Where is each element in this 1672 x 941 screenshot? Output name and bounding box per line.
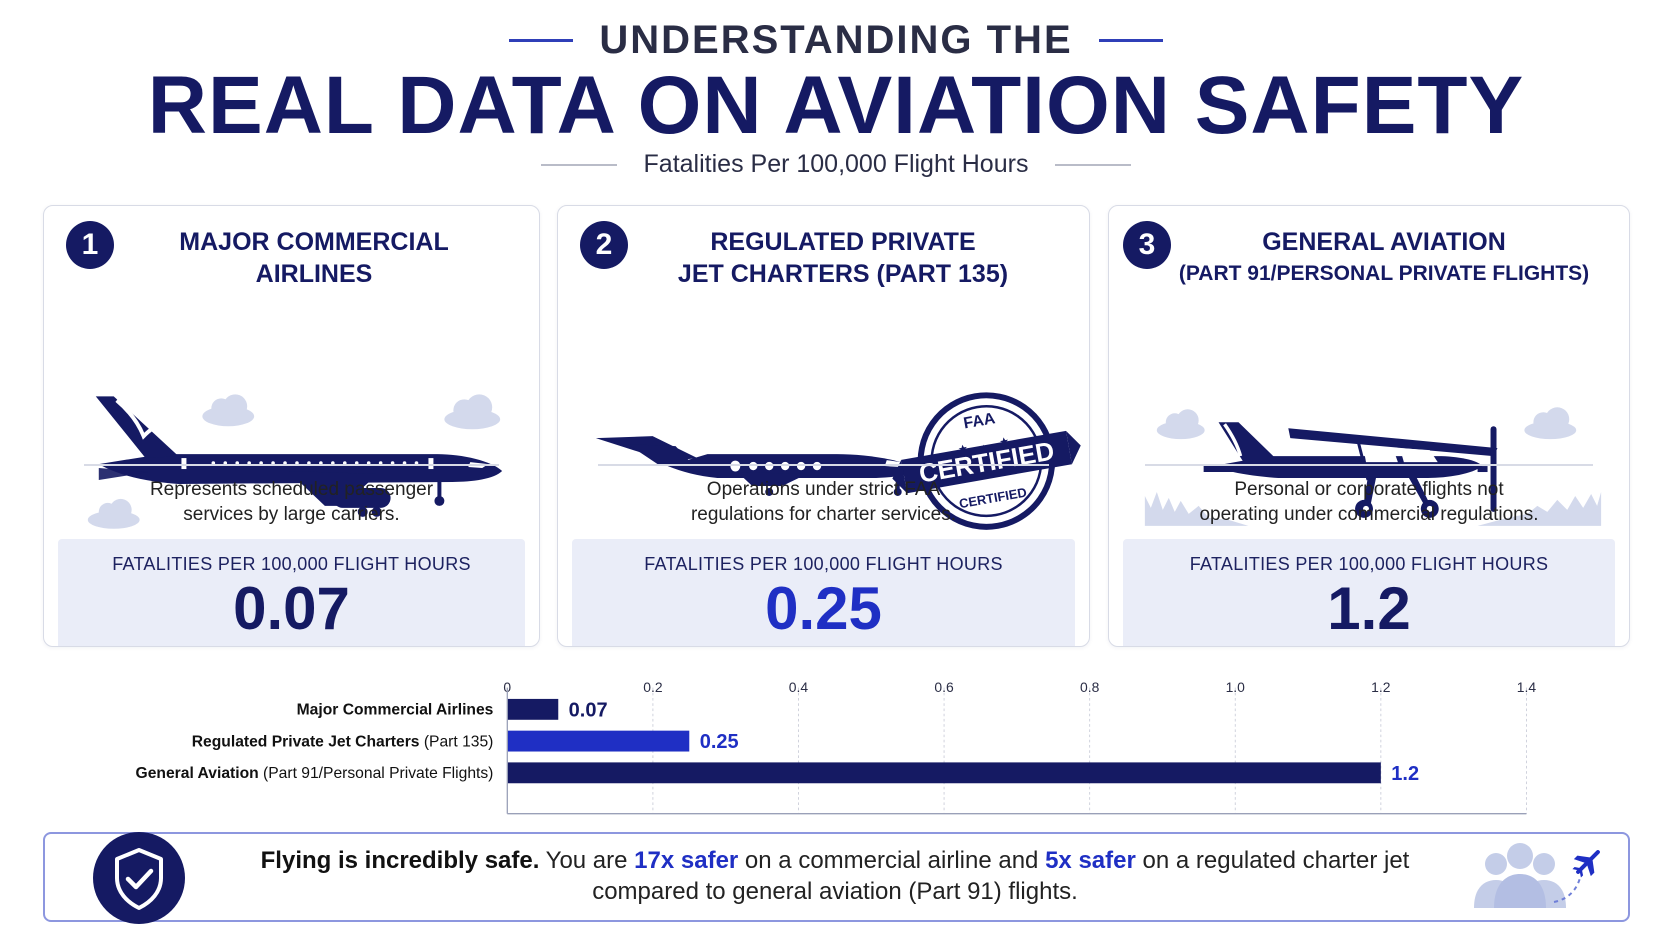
card-title: GENERAL AVIATION (PART 91/PERSONAL PRIVA… [1149,226,1619,290]
chart-gridlines [652,687,1527,814]
page-title: REAL DATA ON AVIATION SAFETY [147,60,1525,151]
metric-value: 0.07 [233,575,350,642]
card-divider [1145,464,1593,466]
value-label: 1.2 [1391,763,1419,785]
metric-panel: FATALITIES PER 100,000 FLIGHT HOURS 1.2 [1123,539,1615,646]
card-description-line2: regulations for charter services. [690,504,957,525]
bar [507,762,1381,784]
card-private-jet-charters: 2 REGULATED PRIVATE JET CHARTERS (PART 1… [557,205,1090,647]
subtitle-row: Fatalities Per 100,000 Flight Hours [0,150,1672,179]
chart-bars [507,698,1381,784]
card-title: REGULATED PRIVATE JET CHARTERS (PART 135… [628,226,1058,290]
summary-text-2: on a commercial airline and [738,847,1046,874]
private-jet-icon: FAA CERTIFIED CERTIFIED [595,392,1081,530]
card-description-line1: Operations under strict FAA [706,479,941,500]
tick-label: 1.2 [1371,679,1391,695]
page-subtitle: Fatalities Per 100,000 Flight Hours [643,150,1029,178]
card-description: Personal or corporate flights not operat… [1109,477,1629,527]
header-kicker-row: UNDERSTANDING THE [0,18,1672,63]
header-kicker: UNDERSTANDING THE [599,18,1073,62]
summary-text: Flying is incredibly safe. You are 17x s… [215,845,1455,907]
tick-label: 0.2 [643,679,663,695]
card-commercial-airlines: 1 MAJOR COMMERCIAL AIRLINES [43,205,540,647]
kicker-rule-left [508,39,573,42]
bar [507,698,559,720]
landscape-icon [1144,407,1602,526]
card-title-line1: MAJOR COMMERCIAL [179,228,449,256]
summary-line1: Flying is incredibly safe. You are 17x s… [215,845,1455,876]
kicker-rule-right [1099,39,1164,42]
category-label: Regulated Private Jet Charters (Part 135… [192,733,494,750]
stamp-top-text: FAA [962,410,997,432]
highlight-17x: 17x safer [634,847,739,874]
airliner-icon [87,394,503,529]
chart-category-labels: Major Commercial Airlines Regulated Priva… [136,702,494,782]
airplane-icon [1572,850,1600,878]
metric-label: FATALITIES PER 100,000 FLIGHT HOURS [1189,554,1549,574]
card-number-badge: 2 [580,221,628,269]
chart-value-labels: 0.07 0.25 1.2 [569,699,1419,784]
card-title: MAJOR COMMERCIAL AIRLINES [104,226,524,290]
metric-label: FATALITIES PER 100,000 FLIGHT HOURS [644,554,1003,574]
propeller-plane-icon [1144,407,1602,526]
fatality-bar-chart: 0 0.2 0.4 0.6 0.8 1.0 1.2 1.4 Major Commercial … [136,679,1536,815]
category-label: Major Commercial Airlines [297,702,494,719]
card-description-line1: Represents scheduled passenger [149,479,434,500]
tick-label: 1.4 [1517,679,1537,695]
metric-label: FATALITIES PER 100,000 FLIGHT HOURS [112,554,471,574]
metric-panel: FATALITIES PER 100,000 FLIGHT HOURS 0.07 [58,539,525,646]
card-description-line2: operating under commercial regulations. [1199,504,1539,525]
card-title-line1: REGULATED PRIVATE [710,228,976,256]
tick-label: 0 [503,679,511,695]
cloud-icon [87,394,501,529]
tick-label: 1.0 [1226,679,1246,695]
summary-text-3: on a regulated charter jet [1135,847,1410,874]
value-label: 0.25 [700,731,739,753]
metric-value: 1.2 [1327,575,1411,642]
metric-value: 0.25 [765,575,882,642]
card-divider [598,464,1049,466]
card-description: Operations under strict FAA regulations … [558,477,1089,527]
card-description: Represents scheduled passenger services … [44,477,539,527]
card-general-aviation: 3 GENERAL AVIATION (PART 91/PERSONAL PRI… [1108,205,1630,647]
category-label: General Aviation (Part 91/Personal Priva… [136,765,494,782]
people-icon [1474,843,1600,908]
metric-panel: FATALITIES PER 100,000 FLIGHT HOURS 0.25 [572,539,1075,646]
summary-line2: compared to general aviation (Part 91) f… [592,878,1078,905]
summary-lead: Flying is incredibly safe. [260,847,540,874]
card-title-line2: AIRLINES [255,260,373,288]
card-title-line1: GENERAL AVIATION [1262,228,1506,256]
card-description-line1: Personal or corporate flights not [1234,479,1504,500]
value-label: 0.07 [569,699,608,721]
subtitle-rule-left [541,163,618,166]
card-number-badge: 3 [1123,221,1171,269]
tick-label: 0.8 [1080,679,1100,695]
shield-check-icon [93,832,185,924]
tick-label: 0.6 [934,679,954,695]
card-description-line2: services by large carriers. [183,504,400,525]
tick-label: 0.4 [789,679,809,695]
card-title-line2: JET CHARTERS (PART 135) [677,260,1009,288]
subtitle-rule-right [1054,163,1131,166]
card-title-line2: (PART 91/PERSONAL PRIVATE FLIGHTS) [1178,262,1590,285]
faa-certified-stamp: FAA CERTIFIED CERTIFIED [892,392,1081,530]
chart-tick-labels: 0 0.2 0.4 0.6 0.8 1.0 1.2 1.4 [503,679,1536,695]
highlight-5x: 5x safer [1045,847,1136,874]
summary-banner: Flying is incredibly safe. You are 17x s… [43,832,1630,924]
card-divider [84,464,499,466]
summary-text-1: You are [539,847,635,874]
card-number-badge: 1 [66,221,114,269]
bar [507,730,690,752]
